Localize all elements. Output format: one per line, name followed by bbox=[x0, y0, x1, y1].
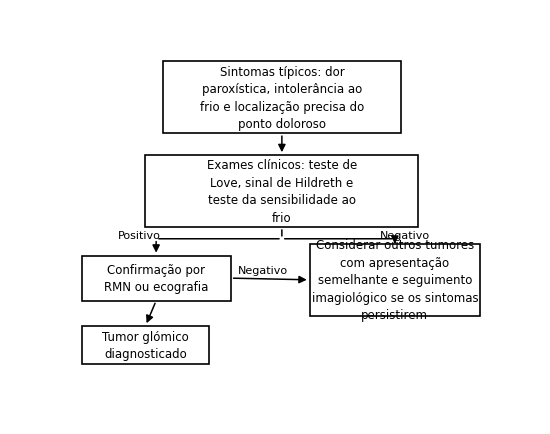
Text: Considerar outros tumores
com apresentação
semelhante e seguimento
imagiológico : Considerar outros tumores com apresentaç… bbox=[311, 239, 478, 322]
FancyBboxPatch shape bbox=[145, 156, 419, 227]
FancyBboxPatch shape bbox=[310, 244, 480, 316]
Text: Negativo: Negativo bbox=[380, 231, 430, 241]
Text: Confirmação por
RMN ou ecografia: Confirmação por RMN ou ecografia bbox=[104, 263, 208, 294]
Text: Negativo: Negativo bbox=[238, 265, 288, 275]
Text: Sintomas típicos: dor
paroxística, intolerância ao
frio e localização precisa do: Sintomas típicos: dor paroxística, intol… bbox=[200, 66, 364, 131]
Text: Tumor glómico
diagnosticado: Tumor glómico diagnosticado bbox=[102, 330, 189, 361]
Text: Exames clínicos: teste de
Love, sinal de Hildreth e
teste da sensibilidade ao
fr: Exames clínicos: teste de Love, sinal de… bbox=[207, 159, 357, 224]
FancyBboxPatch shape bbox=[81, 326, 210, 365]
FancyBboxPatch shape bbox=[163, 62, 402, 134]
Text: Positivo: Positivo bbox=[118, 231, 161, 241]
FancyBboxPatch shape bbox=[81, 256, 231, 301]
